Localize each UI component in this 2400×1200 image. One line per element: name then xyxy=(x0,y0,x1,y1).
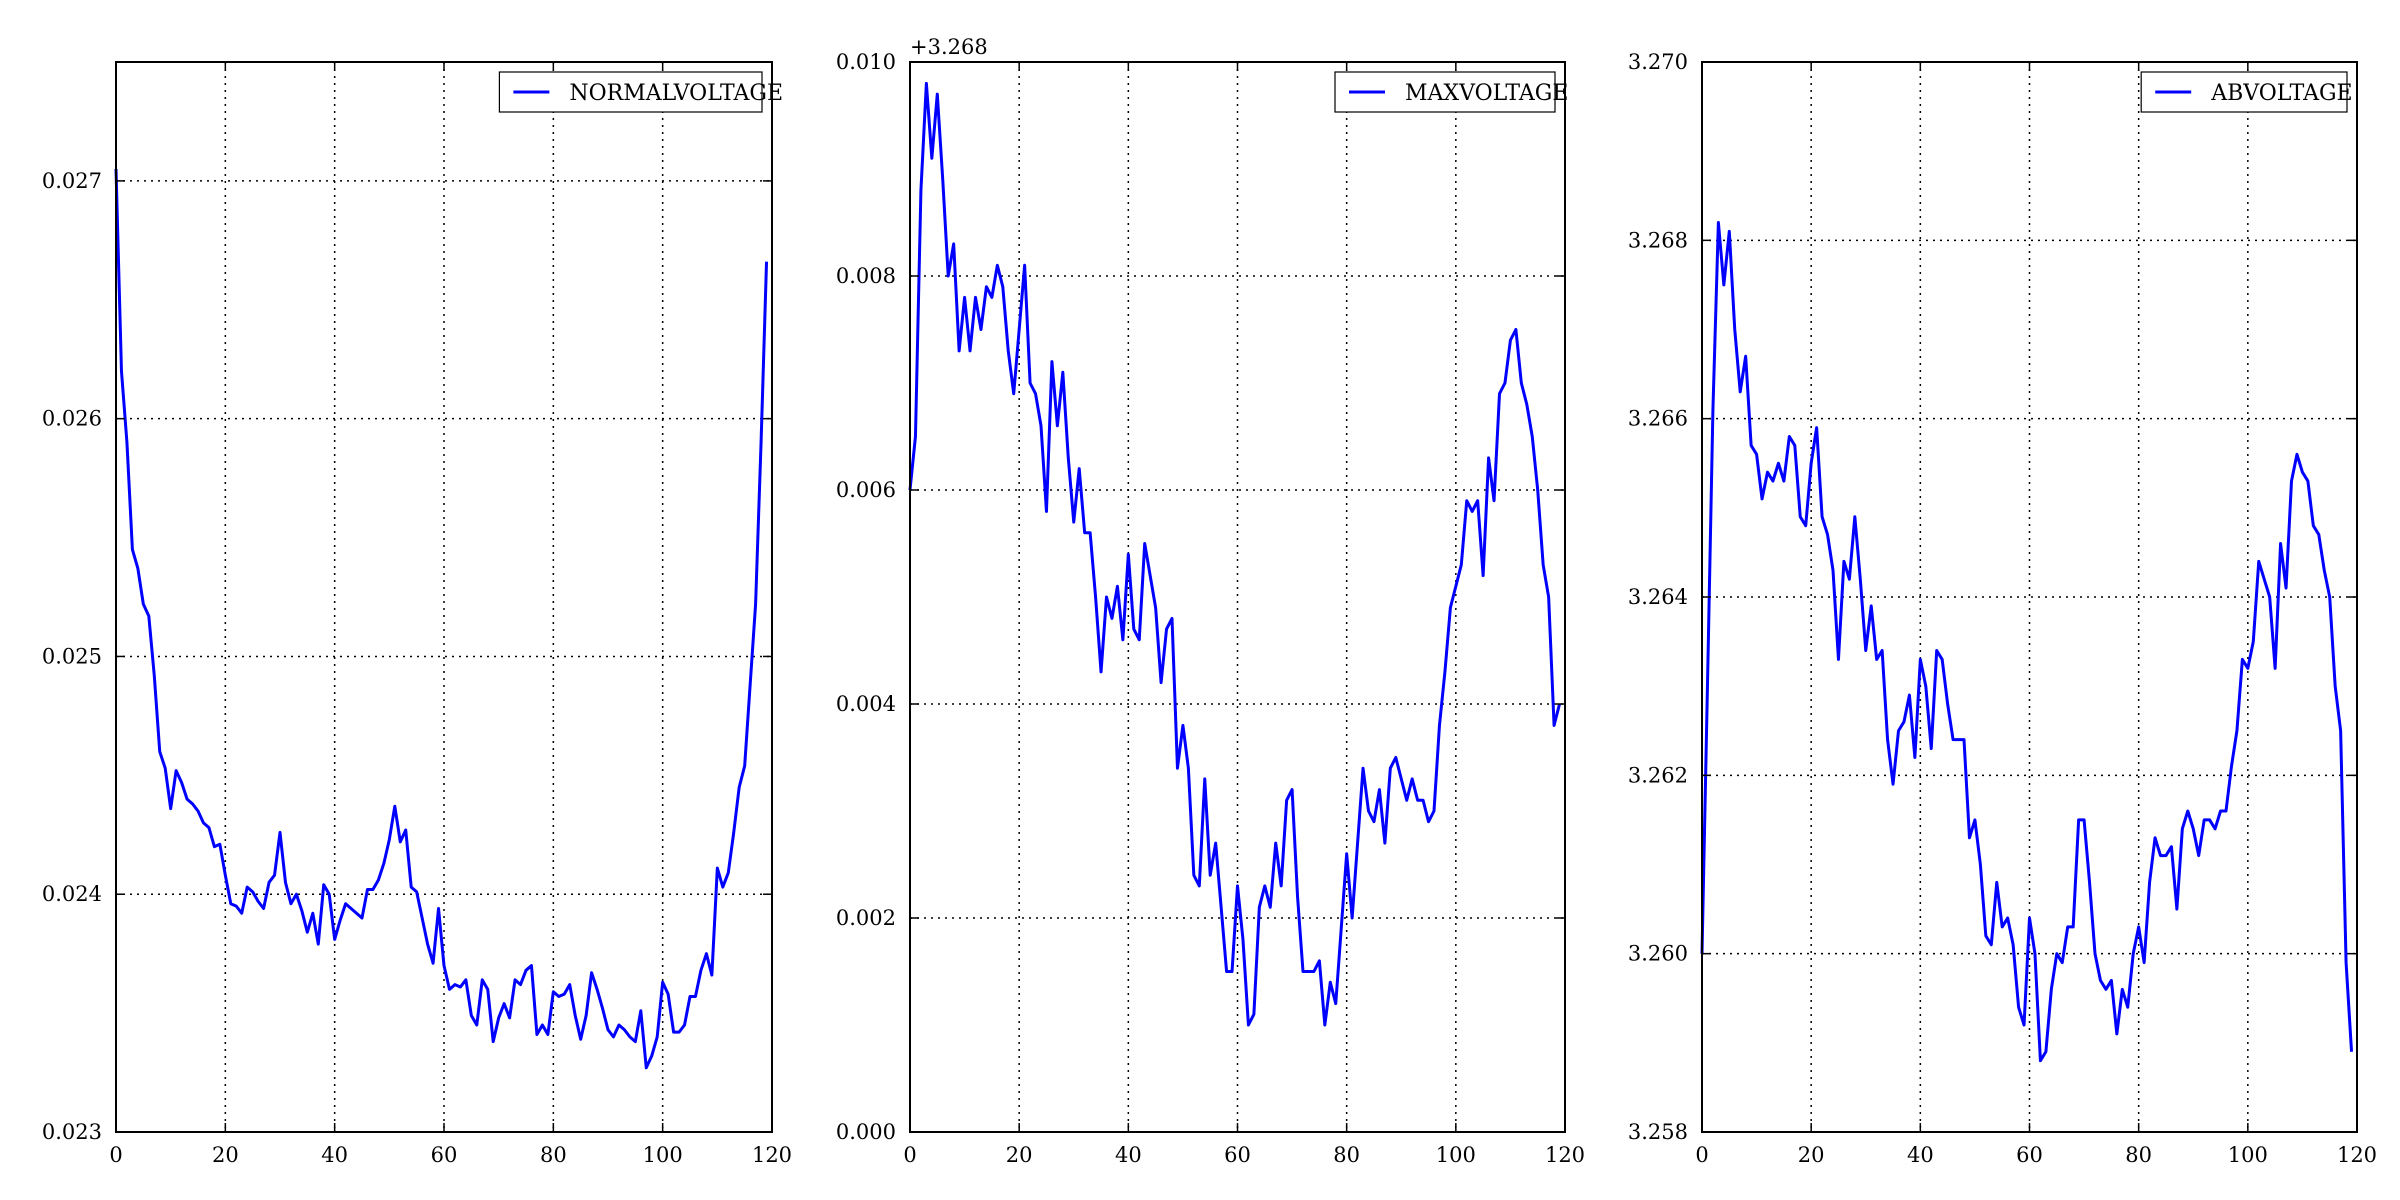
maxvoltage-x-tick-label: 120 xyxy=(1545,1143,1585,1167)
abvoltage-x-tick-label: 120 xyxy=(2337,1143,2377,1167)
normalvoltage-chart-panel: 0 20 40 60 80 100 120 0.023 0.024 0.025 0.026 0.027… xyxy=(42,61,792,1167)
abvoltage-x-tick-label: 100 xyxy=(2228,1143,2268,1167)
normalvoltage-x-tick-label: 0 xyxy=(109,1143,122,1167)
normalvoltage-legend-label: NORMALVOLTAGE xyxy=(569,81,783,106)
normalvoltage-x-tick-label: 60 xyxy=(431,1143,458,1167)
abvoltage-chart-panel: 0 20 40 60 80 100 120 3.258 3.260 3.262 3.264 3.266… xyxy=(1628,50,2377,1167)
maxvoltage-legend: MAXVOLTAGE xyxy=(1334,71,1568,113)
maxvoltage-x-tick-label: 0 xyxy=(903,1143,916,1167)
normalvoltage-y-tick-label: 0.027 xyxy=(42,169,102,193)
normalvoltage-x-tick-label: 80 xyxy=(540,1143,567,1167)
abvoltage-x-tick-label: 60 xyxy=(2016,1143,2043,1167)
abvoltage-y-tick-label: 3.264 xyxy=(1628,585,1688,609)
normalvoltage-y-tick-label: 0.026 xyxy=(42,407,102,431)
abvoltage-y-tick-label: 3.258 xyxy=(1628,1120,1688,1144)
normalvoltage-x-tick-label: 20 xyxy=(212,1143,239,1167)
abvoltage-y-tick-label: 3.268 xyxy=(1628,228,1688,252)
maxvoltage-y-tick-label: 0.004 xyxy=(836,692,896,716)
maxvoltage-chart-panel: 0 20 40 60 80 100 120 0.000 0.002 0.004 0.006 0.008… xyxy=(836,35,1585,1167)
maxvoltage-y-tick-label: 0.002 xyxy=(836,906,896,930)
normalvoltage-legend: NORMALVOLTAGE xyxy=(498,71,783,113)
normalvoltage-x-tick-label: 100 xyxy=(643,1143,683,1167)
normalvoltage-x-tick-label: 40 xyxy=(321,1143,348,1167)
maxvoltage-y-tick-label: 0.006 xyxy=(836,478,896,502)
maxvoltage-y-tick-label: 0.010 xyxy=(836,50,896,74)
abvoltage-legend-label: ABVOLTAGE xyxy=(2210,81,2352,106)
maxvoltage-axis-offset-label: +3.268 xyxy=(910,35,988,59)
abvoltage-y-tick-label: 3.262 xyxy=(1628,763,1688,787)
abvoltage-legend: ABVOLTAGE xyxy=(2140,71,2353,113)
maxvoltage-x-tick-label: 100 xyxy=(1436,1143,1476,1167)
maxvoltage-x-tick-label: 20 xyxy=(1006,1143,1033,1167)
maxvoltage-x-tick-label: 80 xyxy=(1333,1143,1360,1167)
abvoltage-x-tick-label: 80 xyxy=(2125,1143,2152,1167)
maxvoltage-legend-label: MAXVOLTAGE xyxy=(1405,81,1568,106)
maxvoltage-x-tick-label: 60 xyxy=(1224,1143,1251,1167)
abvoltage-x-tick-label: 0 xyxy=(1695,1143,1708,1167)
abvoltage-x-tick-label: 40 xyxy=(1907,1143,1934,1167)
maxvoltage-y-tick-label: 0.008 xyxy=(836,264,896,288)
normalvoltage-x-tick-label: 120 xyxy=(752,1143,792,1167)
abvoltage-y-tick-label: 3.260 xyxy=(1628,942,1688,966)
maxvoltage-x-tick-label: 40 xyxy=(1115,1143,1142,1167)
abvoltage-y-tick-label: 3.266 xyxy=(1628,407,1688,431)
normalvoltage-series-line xyxy=(114,168,769,1070)
normalvoltage-y-tick-label: 0.023 xyxy=(42,1120,102,1144)
abvoltage-series-line xyxy=(1700,221,2354,1063)
abvoltage-x-tick-label: 20 xyxy=(1798,1143,1825,1167)
maxvoltage-y-tick-label: 0.000 xyxy=(836,1120,896,1144)
normalvoltage-y-tick-label: 0.025 xyxy=(42,644,102,668)
maxvoltage-series-line xyxy=(908,81,1561,1027)
normalvoltage-y-tick-label: 0.024 xyxy=(42,882,102,906)
abvoltage-y-tick-label: 3.270 xyxy=(1628,50,1688,74)
